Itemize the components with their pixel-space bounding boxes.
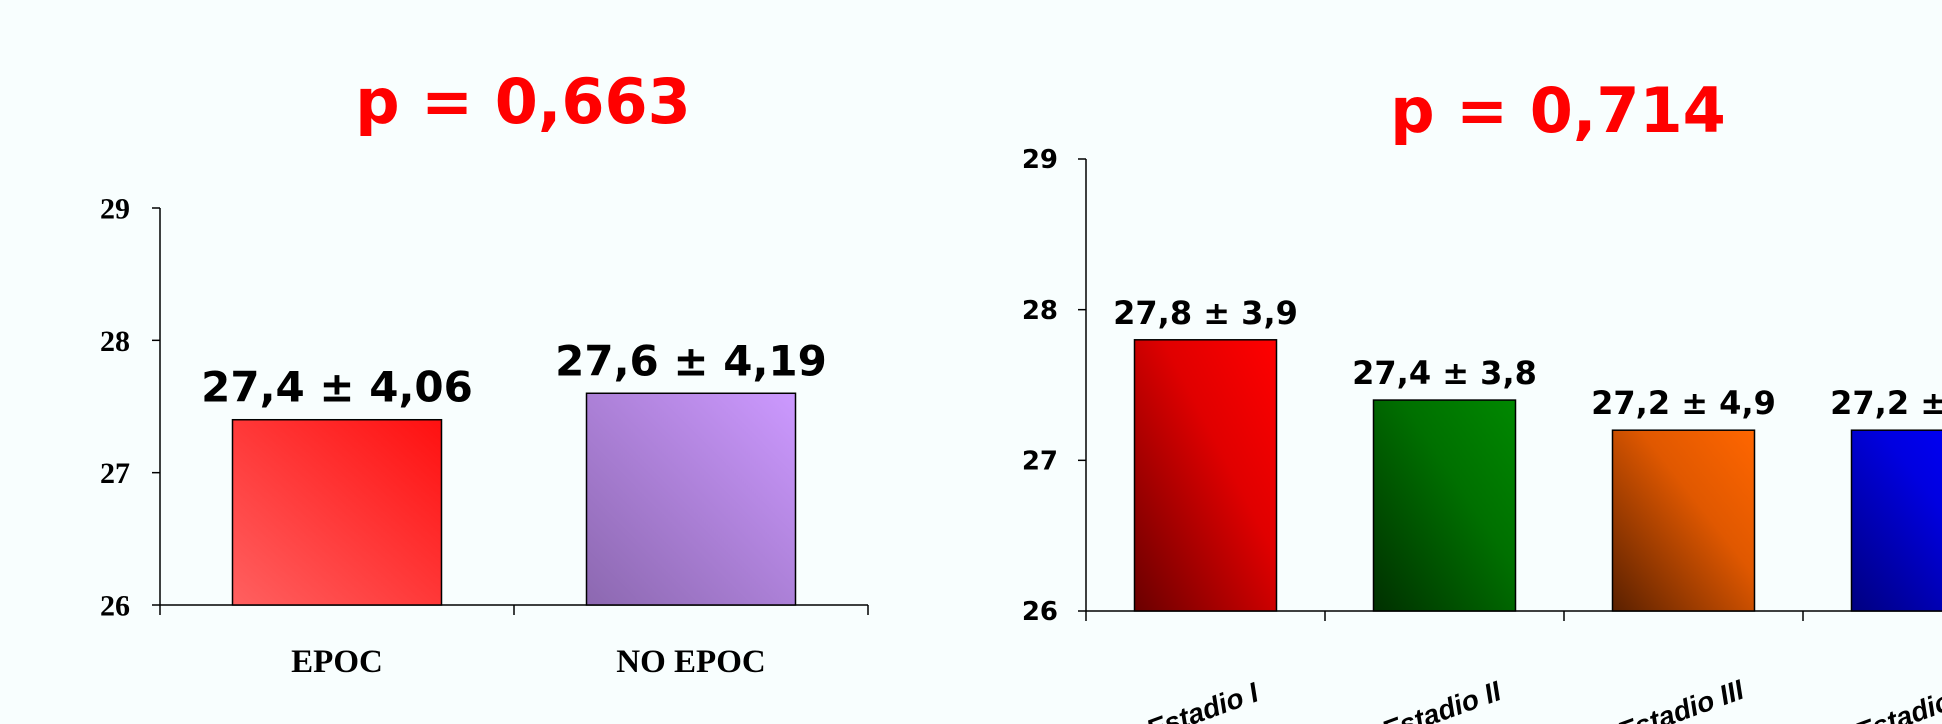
x-tick-label: Estadio III bbox=[1613, 673, 1749, 724]
x-tick-label: Estadio IV bbox=[1850, 673, 1942, 724]
chart-title: p = 0,714 bbox=[1390, 74, 1726, 147]
y-tick-label: 29 bbox=[1022, 145, 1058, 175]
x-tick-label: Estadio I bbox=[1142, 676, 1263, 724]
bar bbox=[1372, 399, 1517, 612]
chart-title: p = 0,663 bbox=[355, 65, 691, 138]
y-tick-label: 28 bbox=[100, 325, 130, 358]
bar bbox=[231, 418, 443, 606]
bar bbox=[585, 392, 797, 606]
chart-estadio: p = 0,714 26 27 28 29 27,8 ± 3,9 Estadio I 27,4… bbox=[1022, 74, 1942, 724]
bar bbox=[1850, 429, 1942, 612]
data-label: 27,4 ± 4,06 bbox=[201, 363, 473, 412]
x-tick-label: EPOC bbox=[291, 644, 383, 680]
data-label: 27,4 ± 3,8 bbox=[1352, 354, 1537, 392]
y-tick-label: 27 bbox=[1022, 446, 1058, 476]
y-tick-label: 27 bbox=[100, 457, 130, 490]
bar bbox=[1611, 429, 1756, 612]
x-tick-label: NO EPOC bbox=[616, 644, 765, 680]
data-label: 27,8 ± 3,9 bbox=[1113, 294, 1298, 332]
y-tick-label: 26 bbox=[1022, 597, 1058, 627]
data-label: 27,2 ± 4,3 bbox=[1830, 384, 1942, 422]
bar bbox=[1133, 339, 1278, 612]
data-label: 27,2 ± 4,9 bbox=[1591, 384, 1776, 422]
x-tick-label: Estadio II bbox=[1377, 675, 1506, 724]
y-tick-label: 29 bbox=[100, 193, 130, 226]
data-label: 27,6 ± 4,19 bbox=[555, 336, 827, 385]
y-tick-label: 28 bbox=[1022, 296, 1058, 326]
chart-epoc: p = 0,663 26 27 28 29 27,4 ± 4,06 EPOC 27,6 ± 4… bbox=[100, 65, 869, 680]
y-tick-label: 26 bbox=[100, 590, 130, 623]
